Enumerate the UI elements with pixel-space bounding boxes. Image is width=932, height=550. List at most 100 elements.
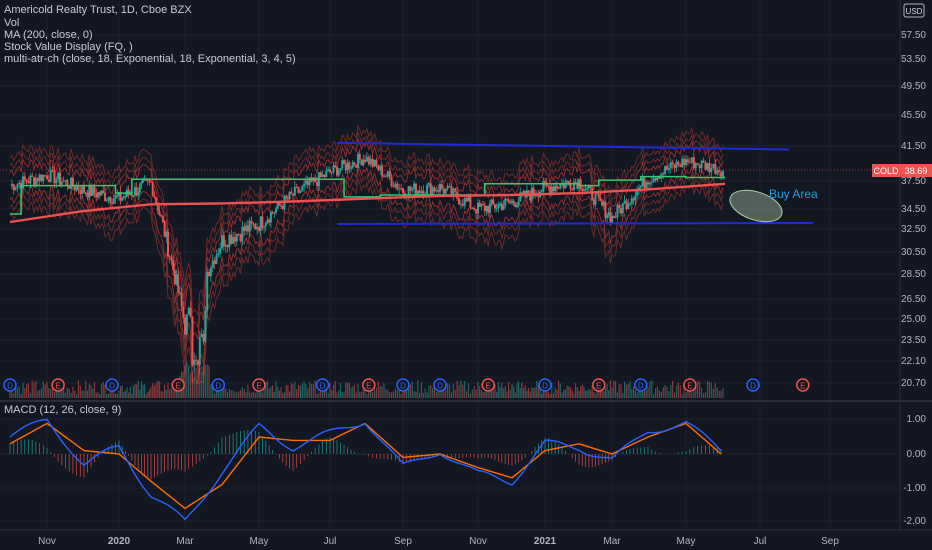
volume-bar: [441, 388, 443, 398]
candle-body: [369, 158, 372, 165]
candle-body: [156, 202, 159, 212]
candle-body: [339, 168, 342, 171]
volume-bar: [381, 386, 383, 398]
volume-bar: [292, 384, 294, 398]
volume-bar: [531, 387, 533, 398]
buy-area-annotation[interactable]: Buy Area: [726, 184, 818, 227]
candle-body: [650, 181, 653, 183]
volume-bar: [664, 384, 666, 398]
volume-bar: [588, 388, 590, 398]
candle-body: [611, 215, 613, 224]
candle-body: [151, 182, 154, 196]
candle-body: [246, 225, 249, 232]
candle-body: [439, 184, 441, 192]
candle-body: [429, 183, 432, 196]
volume-bar: [221, 387, 223, 398]
candle-body: [193, 359, 196, 366]
volume-bar: [636, 392, 638, 398]
candle-body: [597, 193, 600, 198]
volume-bar: [596, 391, 598, 398]
candle-body: [564, 182, 567, 189]
volume-bar: [230, 390, 232, 398]
candle-body: [295, 186, 298, 188]
volume-bar: [627, 383, 629, 398]
candle-body: [388, 171, 391, 178]
x-tick-label: May: [250, 536, 269, 547]
candle-body: [111, 202, 113, 204]
candle-body: [448, 186, 451, 188]
volume-bar: [368, 391, 370, 398]
candle-body: [487, 206, 490, 213]
earnings-marker-label: E: [55, 382, 60, 391]
candle-body: [127, 189, 130, 195]
volume-bar: [467, 383, 470, 398]
candle-body: [386, 171, 389, 177]
candle-body: [355, 164, 358, 168]
volume-bar: [243, 389, 245, 398]
candle-body: [343, 160, 345, 165]
candle-body: [250, 220, 253, 224]
candle-body: [327, 169, 330, 171]
last-price-label: 38.69: [905, 166, 928, 176]
volume-bar: [415, 391, 417, 398]
candle-body: [504, 198, 507, 206]
volume-bar: [569, 387, 572, 398]
volume-bar: [631, 389, 633, 398]
volume-bar: [241, 387, 243, 398]
volume-bar: [355, 392, 357, 398]
volume-bar: [522, 388, 525, 398]
volume-bar: [706, 381, 709, 398]
atr-band-lower: [9, 178, 724, 385]
volume-bar: [506, 391, 508, 398]
volume-bar: [261, 392, 263, 398]
candle-body: [248, 220, 251, 232]
volume-bar: [48, 388, 50, 398]
volume-bar: [214, 393, 216, 398]
volume-bar: [51, 382, 54, 398]
volume-bar: [92, 388, 94, 398]
volume-bar: [232, 390, 234, 398]
candle-body: [698, 164, 701, 169]
volume-bar: [513, 386, 515, 398]
candle-body: [584, 189, 587, 191]
volume-bar: [265, 382, 267, 398]
volume-bar: [704, 392, 707, 398]
candle-body: [10, 184, 13, 186]
candle-body: [688, 162, 691, 164]
candle-body: [49, 170, 52, 182]
volume-bar: [625, 384, 627, 398]
volume-bar: [325, 390, 327, 398]
volume-bar: [670, 384, 672, 398]
candle-body: [330, 172, 333, 174]
volume-bar: [613, 380, 615, 398]
volume-bar: [332, 384, 335, 398]
candle-body: [416, 190, 419, 196]
channel-bottom-line: [336, 222, 814, 225]
candle-body: [632, 198, 635, 201]
volume-bar: [615, 381, 617, 398]
macd-y-tick-label: 1.00: [907, 414, 927, 425]
candle-body: [658, 176, 661, 179]
volume-bar: [677, 382, 679, 398]
candle-body: [122, 196, 125, 199]
candle-body: [666, 166, 668, 171]
currency-badge[interactable]: USD: [903, 3, 925, 18]
candle-body: [292, 193, 294, 196]
volume-bar: [343, 392, 345, 398]
candle-body: [224, 244, 227, 247]
candle-body: [209, 267, 212, 277]
candle-body: [671, 162, 674, 165]
candle-body: [507, 199, 510, 203]
candle-body: [301, 186, 304, 191]
volume-bar: [353, 384, 356, 398]
candle-body: [482, 204, 485, 206]
x-tick-label: 2021: [534, 536, 557, 547]
volume-bar: [407, 388, 410, 398]
volume-bar: [297, 384, 300, 398]
volume-bar: [39, 389, 41, 398]
candle-body: [124, 196, 127, 198]
volume-bar: [645, 389, 647, 398]
candle-body: [509, 202, 512, 204]
volume-bar: [536, 380, 538, 398]
